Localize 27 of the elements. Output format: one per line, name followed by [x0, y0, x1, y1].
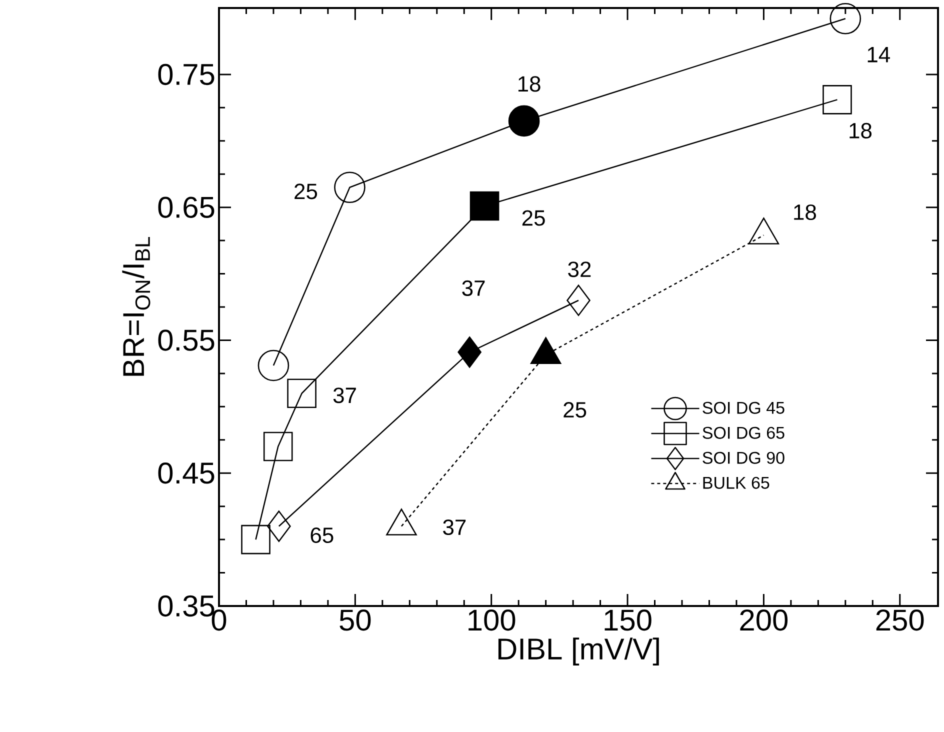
- legend-label: BULK 65: [703, 476, 770, 489]
- y-tick-label: 0.55: [158, 330, 214, 351]
- x-axis-title: DIBL [mV/V]: [498, 638, 659, 666]
- annotation: 32: [568, 262, 591, 278]
- annotation: 18: [518, 76, 540, 92]
- annotation: 25: [294, 184, 318, 200]
- annotation: 25: [522, 210, 545, 226]
- x-tick-label: 50: [340, 610, 371, 631]
- x-tick-label: 250: [876, 610, 924, 631]
- legend-label: SOI DG 45: [702, 402, 784, 414]
- annotation: 65: [310, 527, 334, 544]
- annotation: 25: [564, 402, 586, 418]
- y-tick-label: 0.45: [158, 462, 214, 484]
- y-tick-label: 0.75: [158, 64, 214, 86]
- x-tick-label: 100: [468, 610, 516, 631]
- annotation: 37: [333, 388, 356, 404]
- annotation: 18: [850, 122, 872, 138]
- annotation: 37: [443, 519, 466, 536]
- x-tick-label: 200: [740, 610, 788, 631]
- legend-label: SOI DG 90: [702, 452, 784, 464]
- y-tick-label: 0.65: [158, 196, 214, 218]
- annotation: 37: [462, 280, 485, 296]
- legend-label: SOI DG 65: [702, 426, 784, 439]
- x-tick-label: 150: [604, 610, 652, 631]
- annotation: 18: [794, 204, 816, 220]
- annotation: 14: [868, 47, 890, 62]
- y-axis-title: BR=I$_{ON}$/I$_{BL}$: [122, 237, 150, 376]
